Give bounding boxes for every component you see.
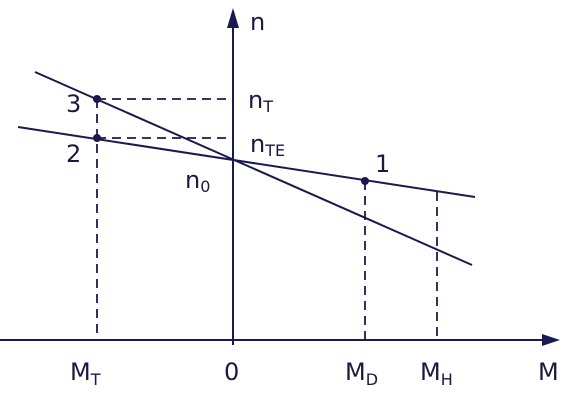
point [93, 95, 101, 103]
label-base: n [185, 166, 200, 194]
label-sub: D [366, 370, 378, 389]
n-arrow [227, 8, 239, 28]
axis-label: n [250, 8, 265, 36]
m-label: 0 [224, 358, 239, 386]
point-label: 2 [66, 140, 81, 168]
label-sub: 0 [200, 177, 210, 196]
n-label: n0 [185, 166, 210, 196]
point [361, 177, 369, 185]
n-label: nT [248, 86, 273, 116]
point-label: 3 [66, 90, 81, 118]
steep-characteristic [34, 71, 473, 266]
m-label: MD [345, 358, 378, 389]
label-base: n [248, 86, 263, 114]
label-sub: T [90, 370, 101, 389]
label-base: n [250, 130, 265, 158]
label-sub: TE [264, 141, 285, 160]
m-label: MH [420, 358, 453, 389]
label-sub: H [441, 370, 453, 389]
label-sub: T [262, 97, 273, 116]
point [93, 134, 101, 142]
m-label: MT [70, 358, 101, 389]
label-base: 0 [224, 358, 239, 386]
n-label: nTE [250, 130, 285, 160]
label-base: M [345, 358, 366, 386]
axis-label: M [538, 358, 559, 386]
m-arrow [542, 334, 560, 346]
label-base: M [420, 358, 441, 386]
label-base: M [70, 358, 91, 386]
flat-characteristic [17, 126, 476, 198]
point-label: 1 [375, 150, 390, 178]
